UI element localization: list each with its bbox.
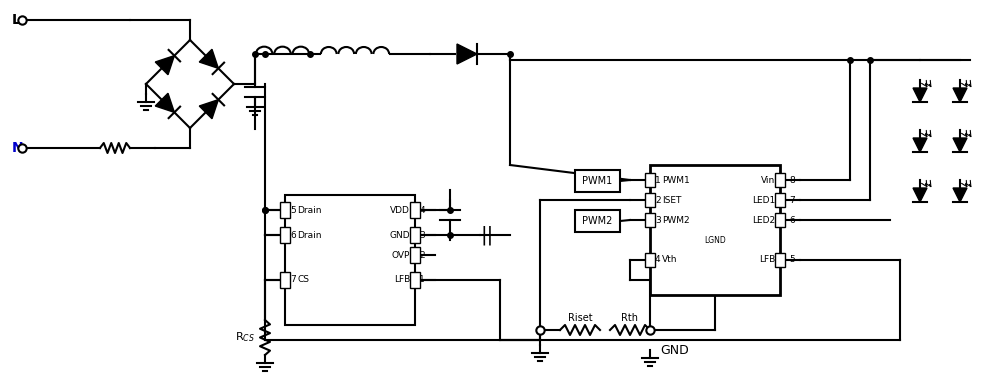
Text: 6: 6 (290, 231, 296, 239)
Polygon shape (155, 93, 174, 112)
Text: PWM2: PWM2 (582, 216, 612, 226)
Bar (410, 247, 420, 263)
Text: PWM1: PWM1 (662, 175, 690, 185)
Polygon shape (913, 188, 927, 202)
Text: 7: 7 (789, 195, 795, 205)
Polygon shape (953, 138, 967, 152)
Text: Rth: Rth (622, 313, 639, 323)
Bar (775, 193, 785, 207)
Polygon shape (953, 188, 967, 202)
Text: Drain: Drain (297, 206, 322, 214)
Text: LGND: LGND (704, 236, 726, 244)
Bar (280, 272, 290, 288)
Bar (645, 193, 655, 207)
Text: 1: 1 (655, 175, 661, 185)
Text: LED1: LED1 (752, 195, 775, 205)
Bar (775, 213, 785, 227)
Bar (285, 195, 415, 325)
Text: 8: 8 (789, 175, 795, 185)
Text: 7: 7 (290, 275, 296, 285)
Polygon shape (199, 49, 218, 68)
Text: R$_{CS}$: R$_{CS}$ (235, 330, 255, 344)
Polygon shape (913, 138, 927, 152)
Bar (645, 253, 655, 267)
Text: L: L (12, 13, 21, 27)
Bar (410, 272, 420, 288)
Polygon shape (155, 56, 174, 75)
Text: VDD: VDD (390, 206, 410, 214)
Text: 5: 5 (789, 255, 795, 265)
Bar (575, 170, 620, 192)
Bar (575, 210, 620, 232)
Text: Vin: Vin (761, 175, 775, 185)
Text: 6: 6 (789, 216, 795, 224)
Text: PWM2: PWM2 (662, 216, 690, 224)
Bar (775, 173, 785, 187)
Polygon shape (199, 100, 218, 119)
Text: OVP: OVP (392, 250, 410, 260)
Text: LFB: LFB (759, 255, 775, 265)
Text: Vth: Vth (662, 255, 678, 265)
Polygon shape (913, 88, 927, 102)
Text: 4: 4 (419, 206, 425, 214)
Bar (645, 213, 655, 227)
Text: ISET: ISET (662, 195, 681, 205)
Bar (775, 253, 785, 267)
Bar (280, 202, 290, 218)
Text: 2: 2 (419, 250, 425, 260)
Text: Drain: Drain (297, 231, 322, 239)
Polygon shape (953, 88, 967, 102)
Text: 3: 3 (655, 216, 661, 224)
Text: GND: GND (660, 344, 689, 357)
Text: LFB: LFB (394, 275, 410, 285)
Bar (410, 202, 420, 218)
Bar (410, 227, 420, 243)
Text: 1: 1 (419, 275, 425, 285)
Bar (645, 173, 655, 187)
Text: LED2: LED2 (752, 216, 775, 224)
Bar (650, 165, 780, 295)
Text: N: N (12, 141, 24, 155)
Text: 2: 2 (655, 195, 661, 205)
Text: Riset: Riset (568, 313, 592, 323)
Text: CS: CS (297, 275, 309, 285)
Text: PWM1: PWM1 (582, 176, 612, 186)
Bar (280, 227, 290, 243)
Text: GND: GND (389, 231, 410, 239)
Polygon shape (457, 44, 477, 64)
Text: 5: 5 (290, 206, 296, 214)
Text: 3: 3 (419, 231, 425, 239)
Text: ||: || (480, 225, 493, 245)
Text: 4: 4 (655, 255, 661, 265)
